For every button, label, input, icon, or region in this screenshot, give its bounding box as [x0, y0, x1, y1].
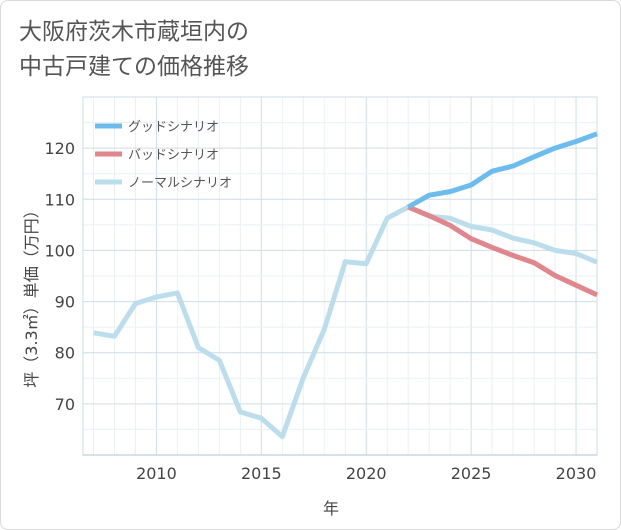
y-tick-labels: 70 80 90 100 110 120: [44, 139, 75, 414]
x-tick-label-2030: 2030: [556, 464, 597, 483]
x-tick-label-2025: 2025: [451, 464, 492, 483]
x-tick-label-2010: 2010: [136, 464, 177, 483]
y-axis-title: 坪（3.3㎡）単価（万円）: [22, 202, 41, 387]
grid-lines: [82, 96, 598, 456]
y-tick-label-70: 70: [55, 395, 75, 414]
series-lines: [93, 131, 599, 440]
y-tick-label-110: 110: [44, 190, 75, 209]
series-line-0: [406, 131, 598, 210]
y-tick-label-80: 80: [55, 344, 75, 363]
chart-title: 大阪府茨木市蔵垣内の 中古戸建ての価格推移: [19, 15, 249, 85]
x-tick-labels: 2010 2015 2020 2025 2030: [136, 464, 596, 483]
legend-label-1: バッドシナリオ: [128, 148, 219, 163]
y-tick-label-120: 120: [44, 139, 75, 158]
chart-title-line-1: 大阪府茨木市蔵垣内の: [19, 19, 249, 45]
x-axis-title: 年: [323, 499, 339, 518]
legend-label-0: グッドシナリオ: [128, 120, 219, 135]
series-line-1: [407, 204, 599, 298]
y-tick-label-100: 100: [44, 241, 75, 260]
legend-label-2: ノーマルシナリオ: [128, 176, 232, 191]
x-tick-label-2020: 2020: [346, 464, 387, 483]
y-tick-label-90: 90: [55, 293, 75, 312]
x-tick-label-2015: 2015: [241, 464, 282, 483]
chart-title-line-2: 中古戸建ての価格推移: [19, 54, 249, 80]
series-line-2: [93, 204, 598, 440]
